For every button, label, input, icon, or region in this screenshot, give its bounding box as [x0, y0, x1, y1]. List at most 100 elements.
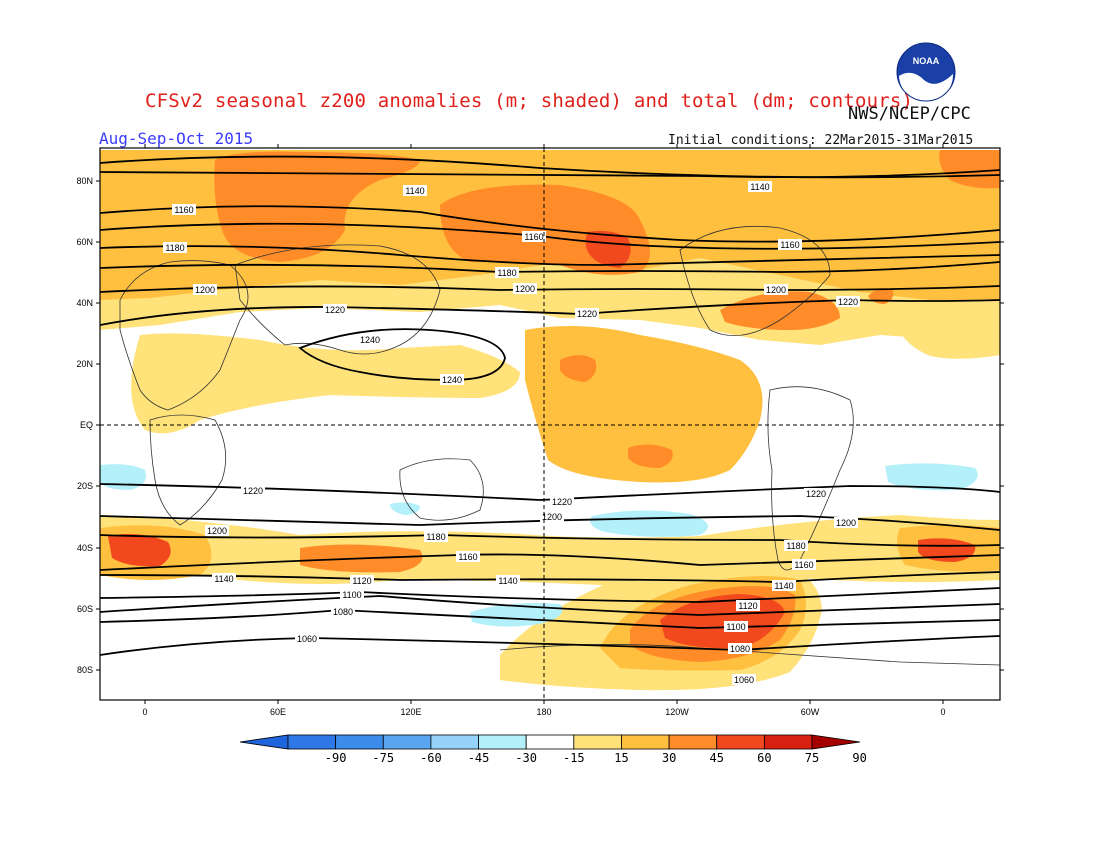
svg-text:1180: 1180 — [786, 541, 805, 551]
contour-line — [100, 483, 1000, 501]
colorbar-label: -15 — [563, 751, 585, 765]
lat-tick-label: 80N — [76, 176, 93, 186]
svg-text:1220: 1220 — [577, 309, 597, 319]
anomaly-region — [900, 310, 1000, 359]
lat-tick-label: 40N — [76, 298, 93, 308]
colorbar-swatch — [287, 734, 337, 750]
colorbar-swatch — [335, 734, 384, 750]
svg-text:1160: 1160 — [174, 205, 193, 215]
anomaly-region — [560, 355, 597, 382]
contour-label: 1140 — [748, 181, 772, 192]
colorbar-label: 75 — [805, 751, 819, 765]
contour-label: 1060 — [732, 674, 756, 685]
colorbar-swatch — [763, 734, 813, 750]
lon-tick-label: 0 — [142, 707, 147, 717]
contour-label: 1200 — [834, 517, 858, 528]
contour-label: 1220 — [804, 488, 828, 499]
svg-text:1180: 1180 — [426, 532, 445, 542]
anomaly-region — [885, 463, 978, 491]
map-frame — [99, 147, 1001, 701]
contour-line — [100, 169, 1000, 179]
svg-text:1160: 1160 — [780, 240, 799, 250]
svg-text:1200: 1200 — [195, 285, 215, 295]
colorbar-label: -90 — [325, 751, 347, 765]
contour-line — [100, 553, 1000, 571]
noaa-logo: NOAA — [896, 42, 956, 102]
svg-text:1240: 1240 — [442, 375, 462, 385]
contour-line — [100, 609, 1000, 629]
colorbar-arrow-right — [811, 734, 861, 750]
contour-line — [100, 571, 1000, 583]
lon-tick-label: 0 — [940, 707, 945, 717]
contour-label: 1160 — [456, 551, 480, 562]
colorbar-arrow-left — [239, 734, 289, 750]
contour-label: 1200 — [193, 284, 217, 295]
svg-text:1120: 1120 — [352, 576, 371, 586]
svg-text:1080: 1080 — [333, 607, 353, 617]
map-plot-area: 1140 1140 1160 1160 1180 1180 1200 1220 1240 1220… — [100, 148, 1000, 700]
contour-label: 1180 — [495, 267, 519, 278]
svg-text:1140: 1140 — [405, 186, 424, 196]
svg-text:1060: 1060 — [734, 675, 754, 685]
lon-tick-label: 120W — [665, 707, 689, 717]
contour-label: 1160 — [792, 559, 816, 570]
colorbar-label: -45 — [468, 751, 490, 765]
lon-tick-label: 60E — [270, 707, 286, 717]
anomaly-region — [390, 502, 420, 515]
coastline — [234, 244, 441, 355]
anomaly-region — [108, 534, 171, 567]
colorbar-swatch — [430, 734, 479, 750]
svg-text:1180: 1180 — [497, 268, 516, 278]
lat-tick-label: 20S — [77, 481, 93, 491]
colorbar-swatch — [716, 734, 765, 750]
coastline — [399, 458, 484, 521]
svg-text:1220: 1220 — [243, 486, 263, 496]
colorbar-swatch — [668, 734, 718, 750]
anomaly-region — [628, 444, 673, 468]
coastline — [119, 260, 249, 411]
contour-label: 1200 — [205, 525, 229, 536]
colorbar-label: 30 — [662, 751, 676, 765]
anomaly-region — [585, 230, 631, 268]
contour-line — [100, 635, 1000, 656]
svg-text:1100: 1100 — [342, 590, 361, 600]
svg-text:1140: 1140 — [750, 182, 769, 192]
lat-tick-label: 20N — [76, 359, 93, 369]
contour-label: 1140 — [772, 580, 796, 591]
colorbar-swatch — [478, 734, 527, 750]
coastline — [149, 414, 227, 526]
contour-line — [100, 245, 1000, 266]
colorbar-label: 90 — [852, 751, 866, 765]
colorbar-swatch — [525, 734, 575, 750]
contour-line — [100, 587, 1000, 603]
svg-text:1200: 1200 — [542, 512, 562, 522]
lat-tick-label: 40S — [77, 543, 93, 553]
lon-tick-label: 60W — [801, 707, 820, 717]
svg-text:1080: 1080 — [730, 644, 750, 654]
colorbar-label: 15 — [614, 751, 628, 765]
lat-tick-label: 80S — [77, 665, 93, 675]
contour-line — [100, 205, 1000, 243]
contour-label: 1160 — [522, 231, 546, 242]
colorbar-label: -75 — [372, 751, 394, 765]
svg-text:1220: 1220 — [552, 497, 572, 507]
svg-text:1140: 1140 — [214, 574, 233, 584]
chart-title: CFSv2 seasonal z200 anomalies (m; shaded… — [145, 90, 914, 112]
svg-text:1160: 1160 — [524, 232, 543, 242]
contour-label: 1080 — [331, 606, 355, 617]
contour-label: 1120 — [350, 575, 374, 586]
svg-text:1220: 1220 — [806, 489, 826, 499]
contour-line — [100, 534, 1000, 547]
contour-label: 1200 — [764, 284, 788, 295]
svg-text:1160: 1160 — [458, 552, 477, 562]
contour-label: 1200 — [513, 283, 537, 294]
svg-text:1200: 1200 — [207, 526, 227, 536]
season-label: Aug-Sep-Oct 2015 — [99, 129, 254, 148]
lat-tick-label: 60N — [76, 237, 93, 247]
contour-label: 1120 — [736, 600, 760, 611]
colorbar-swatch — [573, 734, 622, 750]
lon-tick-label: 120E — [400, 707, 421, 717]
contour-label: 1220 — [550, 496, 574, 507]
contour-label: 1160 — [778, 239, 802, 250]
